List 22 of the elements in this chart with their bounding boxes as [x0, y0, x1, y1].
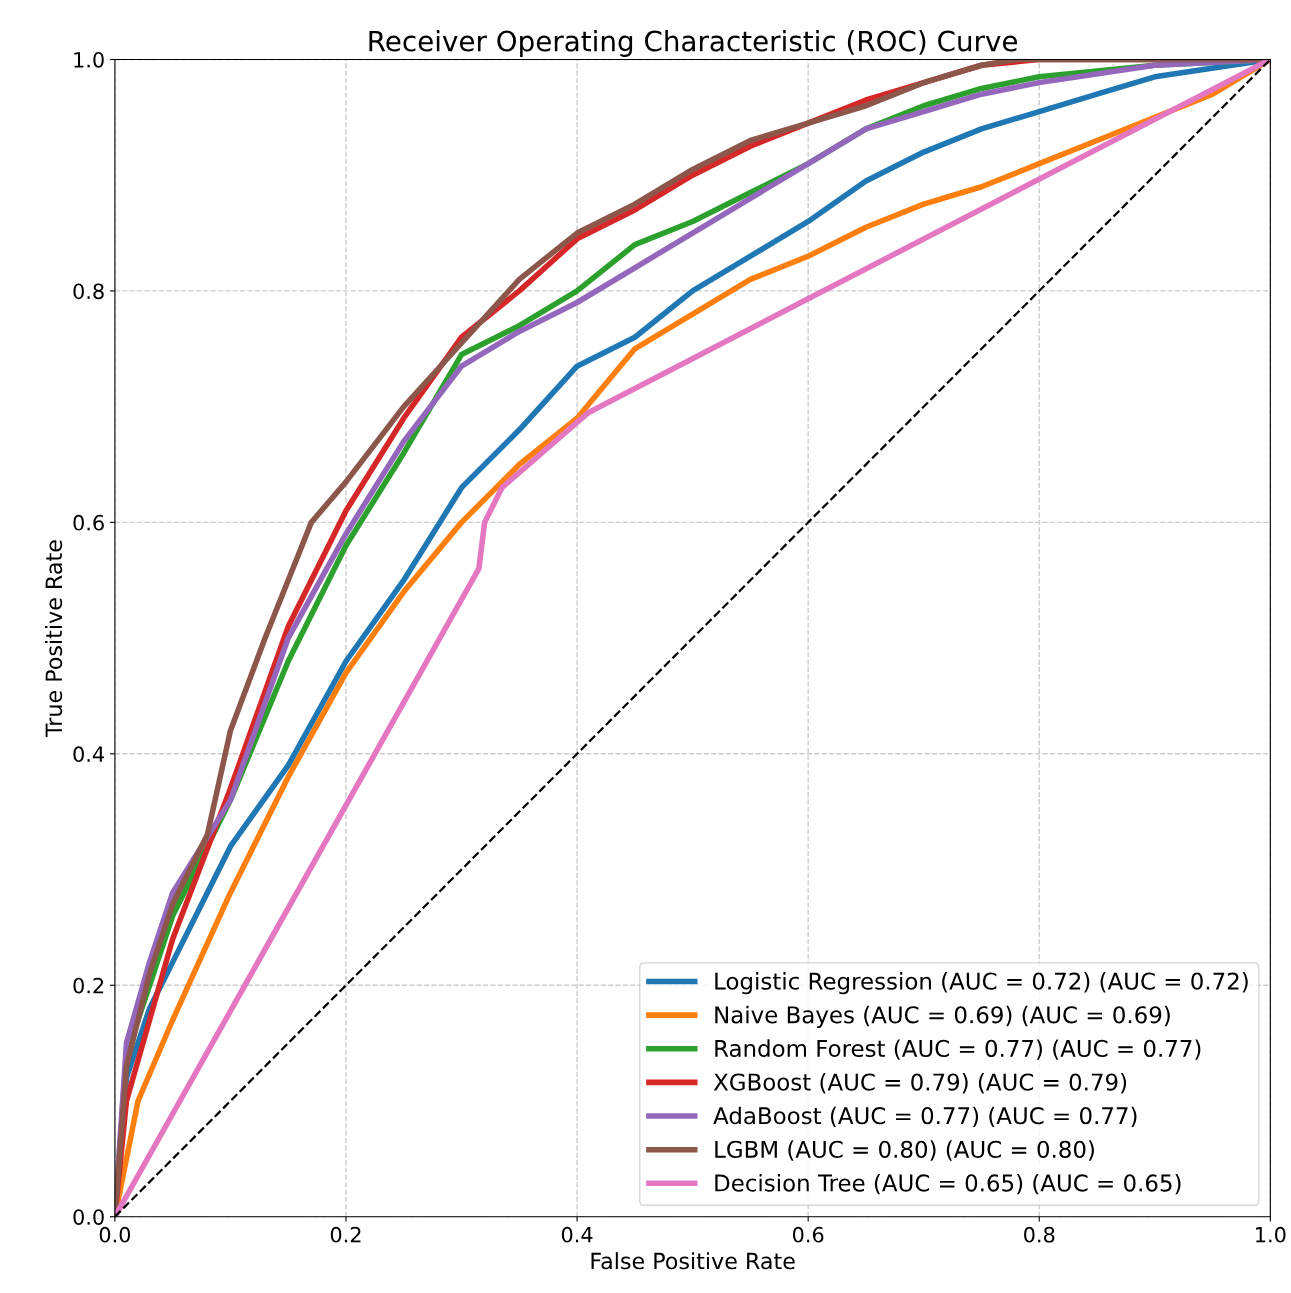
x-tick-label: 0.2 — [330, 1226, 361, 1243]
y-tick-label: 0.8 — [73, 283, 104, 300]
x-tick-label: 0.8 — [1024, 1226, 1055, 1243]
legend-label: Decision Tree (AUC = 0.65) (AUC = 0.65) — [715, 1173, 1181, 1195]
x-tick-label: 0.6 — [792, 1226, 824, 1243]
legend-label: AdaBoost (AUC = 0.77) (AUC = 0.77) — [713, 1106, 1137, 1128]
y-tick-label: 0.4 — [73, 746, 105, 763]
x-tick-label: 1.0 — [1256, 1226, 1286, 1243]
y-tick-label: 0.2 — [73, 977, 104, 994]
x-tick-label: 0.0 — [99, 1226, 131, 1243]
y-tick-label: 1.0 — [74, 51, 104, 68]
legend-label: LGBM (AUC = 0.80) (AUC = 0.80) — [715, 1140, 1094, 1161]
legend-label: Logistic Regression (AUC = 0.72) (AUC = 0.72) — [715, 972, 1248, 995]
legend-label: XGBoost (AUC = 0.79) (AUC = 0.79) — [713, 1073, 1127, 1094]
y-tick-label: 0.0 — [73, 1209, 104, 1225]
x-axis-title: False Positive Rate — [591, 1252, 795, 1270]
y-tick-label: 0.6 — [73, 514, 104, 531]
legend-label: Naive Bayes (AUC = 0.69) (AUC = 0.69) — [715, 1005, 1170, 1028]
y-axis-title: True Positive Rate — [44, 540, 63, 738]
legend-label: Random Forest (AUC = 0.77) (AUC = 0.77) — [715, 1039, 1201, 1060]
x-tick-label: 0.4 — [561, 1226, 593, 1243]
chart-title: Receiver Operating Characteristic (ROC) Curve — [369, 30, 1018, 57]
